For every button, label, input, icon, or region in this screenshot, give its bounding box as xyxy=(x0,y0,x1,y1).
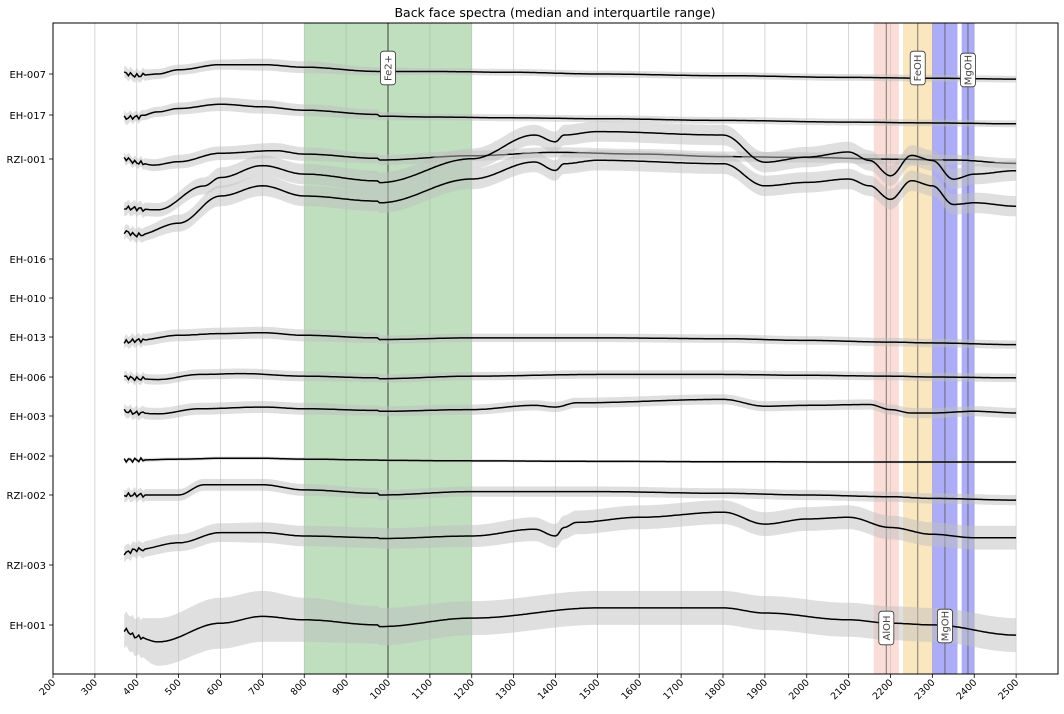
annotation-label: MgOH xyxy=(963,55,974,85)
x-tick-label: 1400 xyxy=(536,677,561,702)
y-label-EH-003: EH-003 xyxy=(9,412,46,423)
y-label-EH-010: EH-010 xyxy=(9,294,46,305)
y-label-EH-007: EH-007 xyxy=(9,70,46,81)
y-label-EH-002: EH-002 xyxy=(9,452,46,463)
median-line-EH-001 xyxy=(123,607,1017,643)
y-labels: EH-007 EH-017 RZI-001 EH-016 EH-010 EH-013 EH-… xyxy=(7,70,53,632)
y-label-RZI-003: RZI-003 xyxy=(7,561,46,572)
x-tick-label: 1500 xyxy=(578,677,603,702)
median-line-RZI-002 xyxy=(123,484,1017,501)
annotation-box xyxy=(937,608,953,644)
band-annotations: Fe2+ AlOH FeOH MgOH MgOH xyxy=(380,50,976,646)
x-tick-label: 2200 xyxy=(871,677,896,702)
annotation-label: AlOH xyxy=(882,615,893,640)
median-line-EH-006 xyxy=(124,372,1017,382)
chart-title: Back face spectra (median and interquart… xyxy=(394,5,715,20)
iqr-band-EH-003 xyxy=(124,394,1017,421)
y-label-EH-016: EH-016 xyxy=(9,255,46,266)
annotation-label: Fe2+ xyxy=(384,55,395,81)
x-tick-label: 700 xyxy=(247,677,268,698)
y-label-EH-006: EH-006 xyxy=(9,373,46,384)
x-tick-label: 500 xyxy=(163,677,184,698)
x-tick-label: 2000 xyxy=(787,677,812,702)
y-label-EH-017: EH-017 xyxy=(9,111,46,122)
x-tick-label: 900 xyxy=(331,677,352,698)
x-tick-label: 2400 xyxy=(954,677,979,702)
median-line-EH-010 xyxy=(123,159,1017,238)
annotation-label: FeOH xyxy=(913,55,924,82)
series-layer xyxy=(123,58,1017,666)
iqr-band-RZI-003 xyxy=(124,500,1017,563)
x-tick-label: 1700 xyxy=(661,677,686,702)
x-ticks: 200 300 400 500 600 700 800 900 1000 1100 1200 1300… xyxy=(38,674,1021,702)
x-tick-label: 1000 xyxy=(368,677,393,702)
median-line-EH-003 xyxy=(123,398,1017,417)
annotation-box xyxy=(909,50,926,86)
annotation-box xyxy=(380,50,396,86)
annotation-1: AlOH xyxy=(878,610,895,646)
y-label-EH-013: EH-013 xyxy=(9,333,46,344)
x-tick-label: 1300 xyxy=(494,677,519,702)
annotation-box xyxy=(960,52,976,88)
annotation-4: MgOH xyxy=(960,52,976,88)
iqr-band-EH-001 xyxy=(124,590,1017,666)
iqr-band-EH-010 xyxy=(124,150,1017,244)
annotation-box xyxy=(878,610,895,646)
x-tick-label: 2500 xyxy=(996,677,1021,702)
x-tick-label: 1600 xyxy=(619,677,644,702)
median-line-RZI-003 xyxy=(123,511,1017,556)
x-tick-label: 1200 xyxy=(452,677,477,702)
median-line-EH-017 xyxy=(123,103,1017,125)
y-label-EH-001: EH-001 xyxy=(9,621,46,632)
annotation-3: MgOH xyxy=(937,608,953,644)
y-label-RZI-001: RZI-001 xyxy=(7,155,46,166)
annotation-2: FeOH xyxy=(909,50,926,86)
x-tick-label: 1900 xyxy=(745,677,770,702)
x-tick-label: 300 xyxy=(79,677,100,698)
x-tick-label: 800 xyxy=(289,677,310,698)
annotation-label: MgOH xyxy=(940,611,951,641)
x-tick-label: 1800 xyxy=(703,677,728,702)
x-tick-label: 600 xyxy=(205,677,226,698)
iqr-band-EH-006 xyxy=(124,368,1017,386)
annotation-0: Fe2+ xyxy=(380,50,396,86)
iqr-band-EH-017 xyxy=(124,97,1017,128)
x-tick-label: 200 xyxy=(38,677,59,698)
median-line-EH-013 xyxy=(123,332,1017,346)
median-line-EH-007 xyxy=(123,63,1017,80)
x-tick-label: 1100 xyxy=(410,677,435,702)
x-tick-label: 2100 xyxy=(829,677,854,702)
x-tick-label: 2300 xyxy=(913,677,938,702)
absorption-bands xyxy=(304,23,975,674)
x-tick-label: 400 xyxy=(121,677,142,698)
median-line-EH-016 xyxy=(124,130,1017,213)
median-line-EH-002 xyxy=(123,456,1017,464)
iqr-band-EH-016 xyxy=(124,121,1017,218)
y-label-RZI-002: RZI-002 xyxy=(7,491,46,502)
